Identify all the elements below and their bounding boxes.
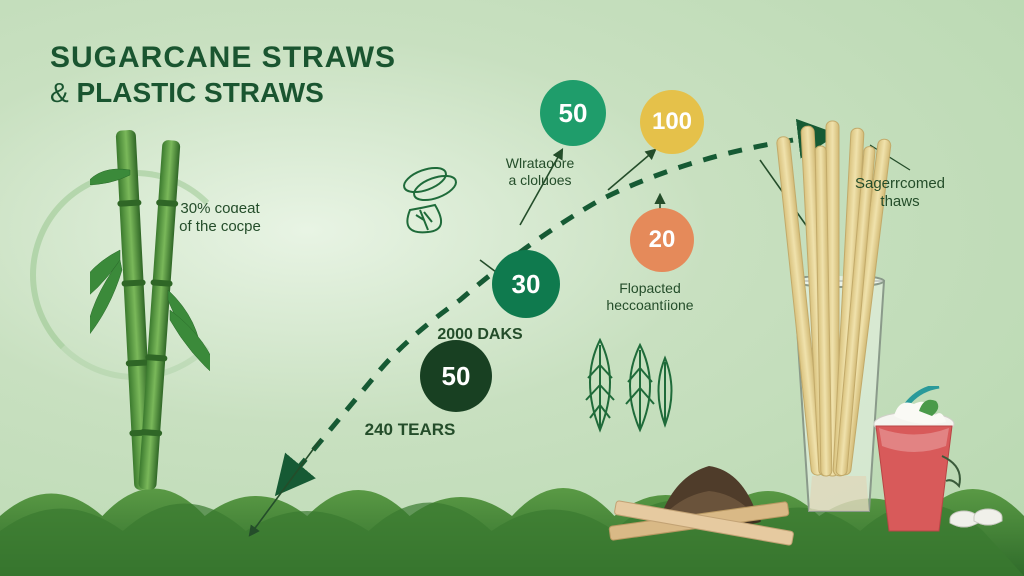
stat-badge-50-dark: 50 — [420, 340, 492, 412]
title-line2: & PLASTIC STRAWS — [50, 76, 396, 110]
caption-wlrataoore: Wlrataoorea cloluoes — [506, 155, 574, 189]
caption-sager: Sagerrcomedthaws — [855, 175, 945, 211]
title-line1: SUGARCANE STRAWS — [50, 40, 396, 76]
leaf-roll-icon — [380, 160, 470, 245]
stat-badge-50-green: 50 — [540, 80, 606, 146]
stat-badge-100: 100 — [640, 90, 704, 154]
caption-daks: 2000 DAKS — [437, 325, 522, 344]
caption-coceat: 30% coɑeatof the coϲpe — [179, 200, 261, 236]
caption-flopacted: Flopactedheccoantíione — [606, 280, 693, 314]
caption-tears: 240 TEARS — [365, 420, 456, 440]
infographic-title: SUGARCANE STRAWS & PLASTIC STRAWS — [50, 40, 396, 110]
stat-badge-20: 20 — [630, 208, 694, 272]
leaves-icon — [570, 330, 680, 445]
bamboo-icon — [90, 130, 210, 500]
stat-badge-30: 30 — [492, 250, 560, 318]
bottle-caps-icon — [946, 501, 1006, 536]
